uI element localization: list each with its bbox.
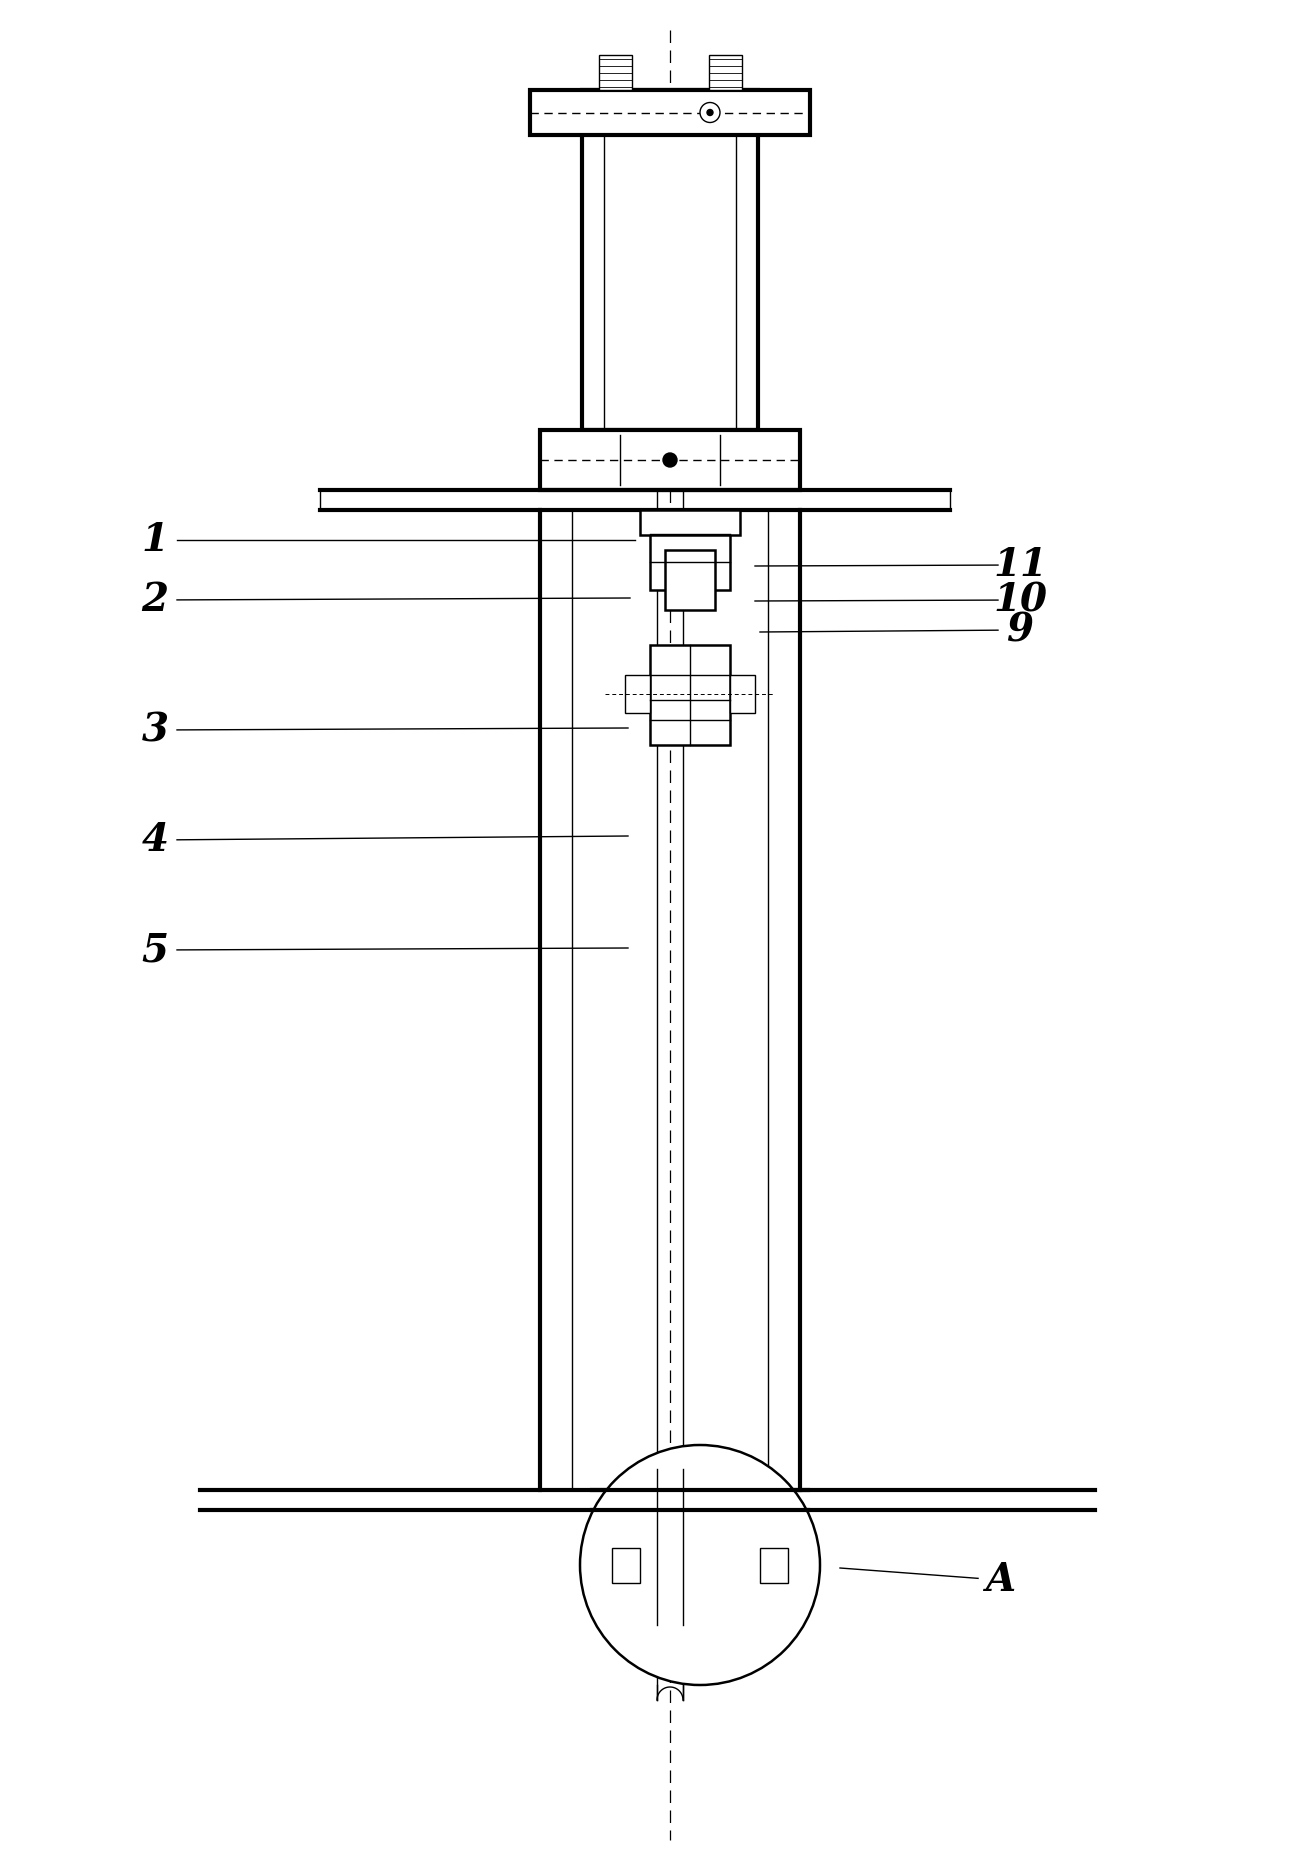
Bar	[625, 675, 650, 713]
Text: 1: 1	[141, 520, 168, 559]
Circle shape	[580, 1444, 820, 1686]
Text: A: A	[985, 1560, 1015, 1600]
Bar	[640, 511, 739, 535]
Circle shape	[663, 453, 677, 468]
Text: 4: 4	[141, 821, 168, 859]
Text: 11: 11	[993, 546, 1046, 584]
Bar	[540, 430, 800, 490]
Text: 10: 10	[993, 582, 1046, 619]
Bar	[708, 54, 742, 90]
Bar	[650, 645, 730, 745]
Bar	[598, 54, 632, 90]
Circle shape	[707, 110, 714, 116]
Text: 2: 2	[141, 582, 168, 619]
Text: 5: 5	[141, 932, 168, 969]
Text: 3: 3	[141, 711, 168, 748]
Bar	[650, 511, 730, 589]
Bar	[760, 1547, 787, 1583]
Bar	[613, 1547, 640, 1583]
Bar	[581, 90, 758, 430]
Bar	[730, 675, 755, 713]
Text: 9: 9	[1006, 612, 1033, 649]
Bar	[530, 90, 809, 135]
Circle shape	[701, 103, 720, 122]
Bar	[666, 550, 715, 610]
